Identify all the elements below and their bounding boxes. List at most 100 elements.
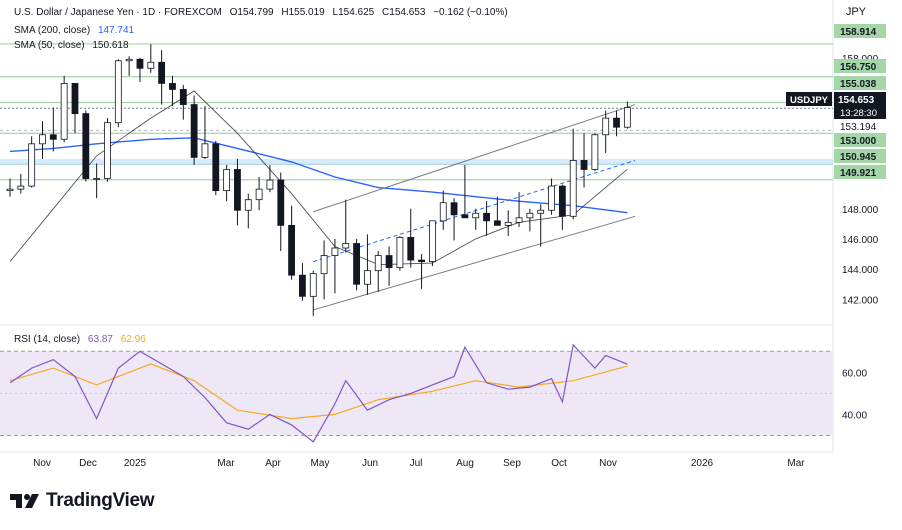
candle-body-41 bbox=[450, 202, 458, 216]
support-zone bbox=[0, 158, 833, 165]
price-level-label-2: 155.038 bbox=[840, 79, 877, 90]
rsi-tick-label-1: 40.00 bbox=[842, 410, 867, 421]
candle-body-21 bbox=[234, 169, 241, 211]
candle-body-12 bbox=[136, 58, 144, 69]
x-tick-label-4: Apr bbox=[265, 458, 281, 469]
sma200-value: 147.741 bbox=[97, 25, 135, 36]
candle-body-22 bbox=[244, 199, 252, 211]
candle-body-13 bbox=[147, 61, 155, 69]
rsi-label: RSI (14, close) bbox=[14, 334, 81, 345]
symbol-title[interactable]: U.S. Dollar / Japanese Yen · 1D · FOREXC… bbox=[14, 7, 222, 18]
rsi-ma-line bbox=[9, 363, 628, 420]
candle-body-46 bbox=[504, 221, 512, 226]
sma50-label: SMA (50, close) bbox=[14, 40, 85, 51]
low-value: 154.625 bbox=[338, 7, 375, 18]
candle-body-37 bbox=[407, 237, 415, 261]
x-tick-label-10: Oct bbox=[551, 458, 567, 469]
candle-body-18 bbox=[201, 143, 209, 158]
sma50-legend[interactable]: SMA (50, close) 150.618 bbox=[14, 40, 129, 51]
x-tick-label-0: Nov bbox=[33, 458, 51, 469]
x-tick-label-13: Mar bbox=[787, 458, 805, 469]
price-labels: 158.914 156.750 155.038 USDJPY 154.653 13:28:… bbox=[786, 24, 886, 179]
channel-mid-line bbox=[313, 159, 636, 263]
candle-body-44 bbox=[483, 212, 490, 222]
candle-body-0 bbox=[6, 188, 14, 192]
candle-body-6 bbox=[71, 83, 79, 115]
candle-body-31 bbox=[342, 243, 350, 249]
candle-body-19 bbox=[212, 143, 220, 192]
channel-upper-line bbox=[313, 104, 636, 213]
chart-header: U.S. Dollar / Japanese Yen · 1D · FOREXC… bbox=[14, 7, 508, 18]
rsi-value: 63.87 bbox=[87, 334, 113, 345]
candle-body-27 bbox=[299, 274, 306, 297]
x-tick-label-8: Aug bbox=[456, 458, 474, 469]
current-symbol-tag-bg bbox=[786, 92, 832, 106]
channel-lower-line bbox=[313, 215, 636, 311]
rsi-pane bbox=[0, 343, 833, 443]
x-tick-label-3: Mar bbox=[217, 458, 235, 469]
countdown-label: 13:28:30 bbox=[840, 108, 877, 119]
x-tick-label-7: Jul bbox=[410, 458, 423, 469]
price-level-label-bg-6 bbox=[834, 149, 886, 163]
candle-body-32 bbox=[353, 243, 360, 285]
x-tick-label-1: Dec bbox=[79, 458, 97, 469]
candle-body-43 bbox=[472, 212, 480, 219]
axes: Nov Dec 2025 Mar Apr May Jun Jul Aug Sep Oct Nov 202… bbox=[33, 54, 878, 469]
sma50-value: 150.618 bbox=[92, 40, 129, 51]
x-tick-label-11: Nov bbox=[599, 458, 617, 469]
tradingview-logo: TradingView bbox=[10, 490, 155, 512]
sma200-legend[interactable]: SMA (200, close) 147.741 bbox=[14, 25, 134, 36]
close-label: C bbox=[382, 7, 390, 18]
candle-body-2 bbox=[28, 143, 36, 187]
candle-body-14 bbox=[158, 61, 166, 84]
candle-body-45 bbox=[493, 220, 501, 226]
current-price-label: 154.653 bbox=[838, 95, 875, 106]
x-tick-label-12: 2026 bbox=[691, 458, 714, 469]
candle-body-56 bbox=[613, 117, 620, 128]
candle-body-47 bbox=[515, 217, 523, 223]
candle-body-25 bbox=[277, 179, 285, 226]
candle-body-8 bbox=[93, 178, 101, 180]
candle-body-20 bbox=[223, 169, 231, 192]
candle-body-23 bbox=[255, 188, 263, 201]
rsi-legend[interactable]: RSI (14, close) 63.87 62.96 bbox=[14, 334, 146, 345]
candle-body-28 bbox=[309, 273, 317, 297]
candle-body-35 bbox=[385, 255, 393, 269]
price-level-label-bg-1 bbox=[834, 59, 886, 73]
candle-body-16 bbox=[179, 89, 187, 105]
candle-body-48 bbox=[526, 212, 534, 219]
candle-body-26 bbox=[288, 224, 296, 276]
tradingview-wordmark: TradingView bbox=[46, 490, 155, 511]
x-tick-label-5: May bbox=[311, 458, 330, 469]
price-level-label-bg-2 bbox=[834, 76, 886, 90]
candle-body-40 bbox=[439, 202, 447, 222]
candle-body-29 bbox=[320, 255, 328, 275]
candle-body-34 bbox=[374, 255, 382, 272]
rsi-line bbox=[9, 343, 628, 443]
candles bbox=[6, 44, 631, 316]
candle-body-33 bbox=[364, 270, 371, 285]
current-price-label-bg bbox=[834, 92, 886, 106]
candle-body-51 bbox=[558, 185, 566, 217]
candle-body-50 bbox=[548, 185, 555, 211]
candle-body-3 bbox=[39, 134, 46, 145]
price-level-label-7: 149.921 bbox=[840, 168, 877, 179]
price-level-label-bg-0 bbox=[834, 24, 886, 38]
candle-body-7 bbox=[82, 113, 90, 179]
candle-body-10 bbox=[114, 60, 122, 124]
low-label: L bbox=[332, 7, 339, 18]
y-tick-label-4: 142.000 bbox=[842, 295, 879, 306]
candle-body-5 bbox=[60, 83, 68, 140]
candle-body-55 bbox=[602, 117, 610, 136]
candle-body-42 bbox=[461, 214, 469, 219]
sma200-label: SMA (200, close) bbox=[14, 25, 91, 36]
price-level-label-bg-7 bbox=[834, 165, 886, 179]
currency-label[interactable]: JPY bbox=[845, 6, 866, 18]
candle-body-57 bbox=[623, 107, 631, 128]
candle-body-38 bbox=[418, 259, 425, 262]
y-tick-label-2: 146.000 bbox=[842, 235, 879, 246]
candle-body-52 bbox=[569, 160, 577, 217]
y-tick-label-3: 144.000 bbox=[842, 265, 879, 276]
